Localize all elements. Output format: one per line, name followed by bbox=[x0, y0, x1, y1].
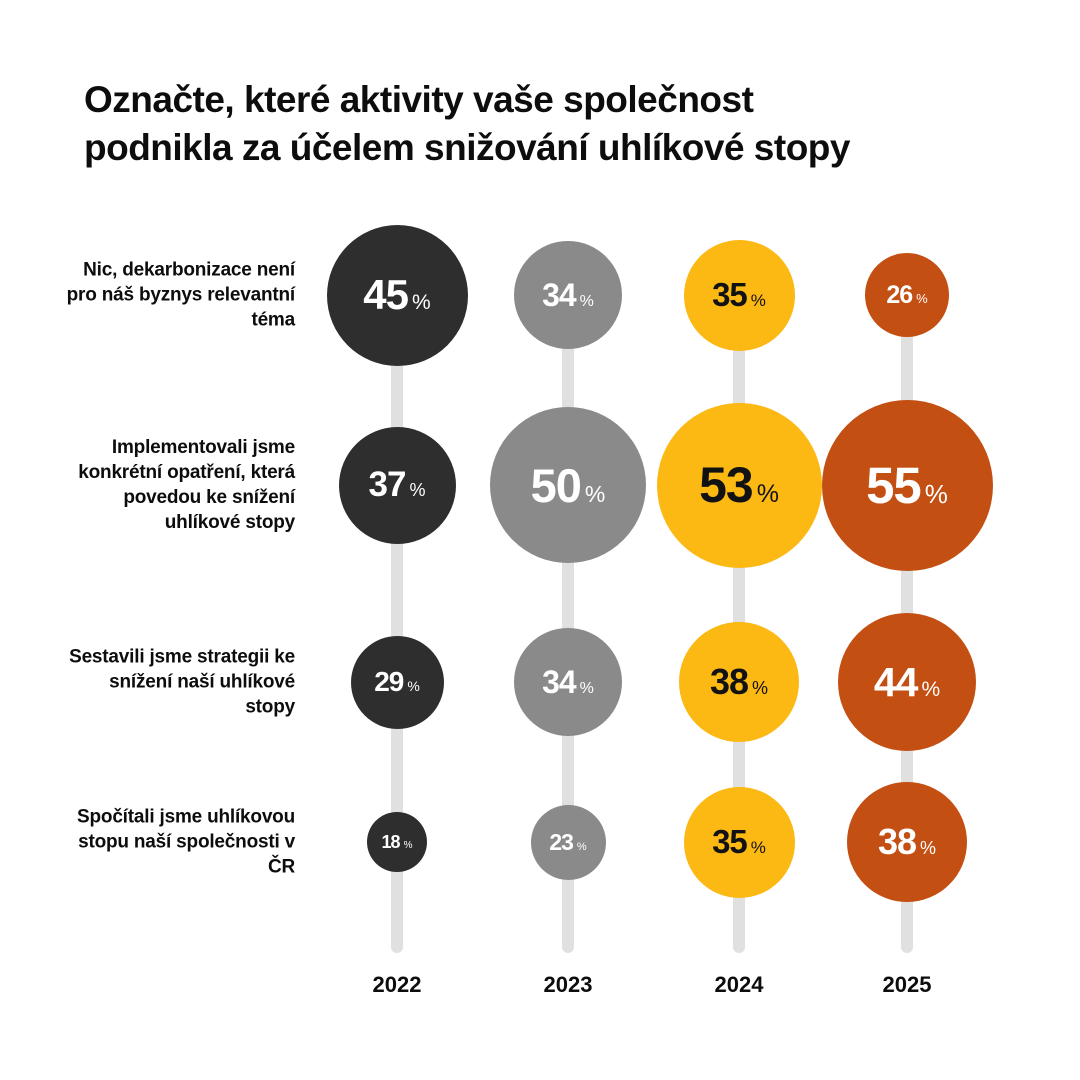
bubble-number: 26 bbox=[886, 280, 913, 309]
bubble-value: 55% bbox=[866, 456, 948, 515]
bubble-value: 45% bbox=[363, 271, 430, 319]
bubble-number: 23 bbox=[549, 828, 574, 855]
bubble-number: 44 bbox=[873, 658, 919, 705]
bubble-value: 35% bbox=[712, 823, 766, 861]
year-label-2023: 2023 bbox=[543, 972, 593, 997]
percent-sign: % bbox=[576, 840, 587, 853]
bubble-value: 44% bbox=[874, 659, 940, 706]
bubble-2025-row1: 26% bbox=[865, 253, 949, 337]
percent-sign: % bbox=[924, 478, 948, 509]
bubble-value: 35% bbox=[712, 276, 766, 314]
row-label-2: Implementovali jsme konkrétní opatření, … bbox=[78, 437, 295, 533]
percent-sign: % bbox=[579, 679, 594, 697]
row-label-4: Spočítali jsme uhlíkovou stopu naší spol… bbox=[77, 806, 295, 878]
bubble-number: 38 bbox=[709, 661, 749, 702]
bubble-value: 29% bbox=[374, 666, 420, 698]
percent-sign: % bbox=[920, 838, 937, 858]
bubble-number: 38 bbox=[877, 821, 917, 862]
bubble-number: 34 bbox=[542, 276, 577, 313]
year-label-2025: 2025 bbox=[882, 972, 932, 997]
bubble-value: 38% bbox=[710, 661, 768, 703]
percent-sign: % bbox=[921, 677, 941, 701]
bubble-value: 38% bbox=[878, 821, 936, 863]
percent-sign: % bbox=[750, 291, 766, 310]
bubble-2024-row4: 35% bbox=[683, 786, 795, 898]
bubble-number: 34 bbox=[542, 663, 577, 700]
bubble-2024-row3: 38% bbox=[679, 622, 799, 742]
bubble-number: 35 bbox=[712, 823, 748, 860]
percent-sign: % bbox=[579, 292, 594, 310]
percent-sign: % bbox=[584, 480, 606, 507]
bubble-2025-row3: 44% bbox=[838, 613, 976, 751]
bubble-value: 53% bbox=[699, 456, 779, 514]
percent-sign: % bbox=[407, 678, 420, 694]
bubble-2022-row2: 37% bbox=[338, 426, 456, 544]
bubble-number: 18 bbox=[381, 831, 401, 852]
bubble-value: 23% bbox=[549, 829, 586, 856]
bubble-number: 37 bbox=[368, 465, 407, 504]
percent-sign: % bbox=[756, 480, 779, 508]
bubble-number: 35 bbox=[712, 276, 748, 313]
bubble-2024-row2: 53% bbox=[656, 402, 822, 568]
chart-title: Označte, které aktivity vaše společnost … bbox=[84, 79, 850, 168]
bubble-number: 53 bbox=[699, 457, 754, 513]
row-label-1: Nic, dekarbonizace není pro náš byznys r… bbox=[66, 259, 296, 331]
percent-sign: % bbox=[403, 839, 413, 851]
year-label-2022: 2022 bbox=[372, 972, 422, 997]
percent-sign: % bbox=[409, 480, 426, 500]
bubble-value: 34% bbox=[542, 664, 594, 701]
bubble-2025-row4: 38% bbox=[847, 782, 967, 902]
bubble-number: 29 bbox=[374, 666, 404, 697]
percent-sign: % bbox=[750, 838, 766, 857]
bubble-value: 18% bbox=[382, 832, 413, 853]
bubble-2023-row4: 23% bbox=[530, 804, 606, 880]
percent-sign: % bbox=[412, 291, 431, 314]
bubble-2022-row1: 45% bbox=[326, 224, 468, 366]
bubble-value: 50% bbox=[531, 458, 606, 513]
bubble-value: 34% bbox=[542, 277, 594, 314]
bubble-2022-row3: 29% bbox=[350, 635, 444, 729]
percent-sign: % bbox=[752, 678, 769, 698]
bubble-2023-row1: 34% bbox=[514, 241, 622, 349]
bubble-number: 55 bbox=[866, 456, 922, 514]
bubble-number: 50 bbox=[530, 458, 582, 512]
bubble-value: 26% bbox=[886, 281, 927, 310]
bubble-2025-row2: 55% bbox=[821, 399, 993, 571]
bubble-value: 37% bbox=[369, 465, 426, 505]
year-label-2024: 2024 bbox=[714, 972, 764, 997]
percent-sign: % bbox=[916, 290, 928, 306]
row-label-3: Sestavili jsme strategii ke snížení naší… bbox=[69, 646, 295, 718]
bubble-2023-row3: 34% bbox=[514, 628, 622, 736]
bubble-2023-row2: 50% bbox=[490, 407, 646, 563]
bubble-number: 45 bbox=[363, 271, 409, 318]
bubble-2024-row1: 35% bbox=[683, 239, 795, 351]
bubble-2022-row4: 18% bbox=[367, 812, 427, 872]
